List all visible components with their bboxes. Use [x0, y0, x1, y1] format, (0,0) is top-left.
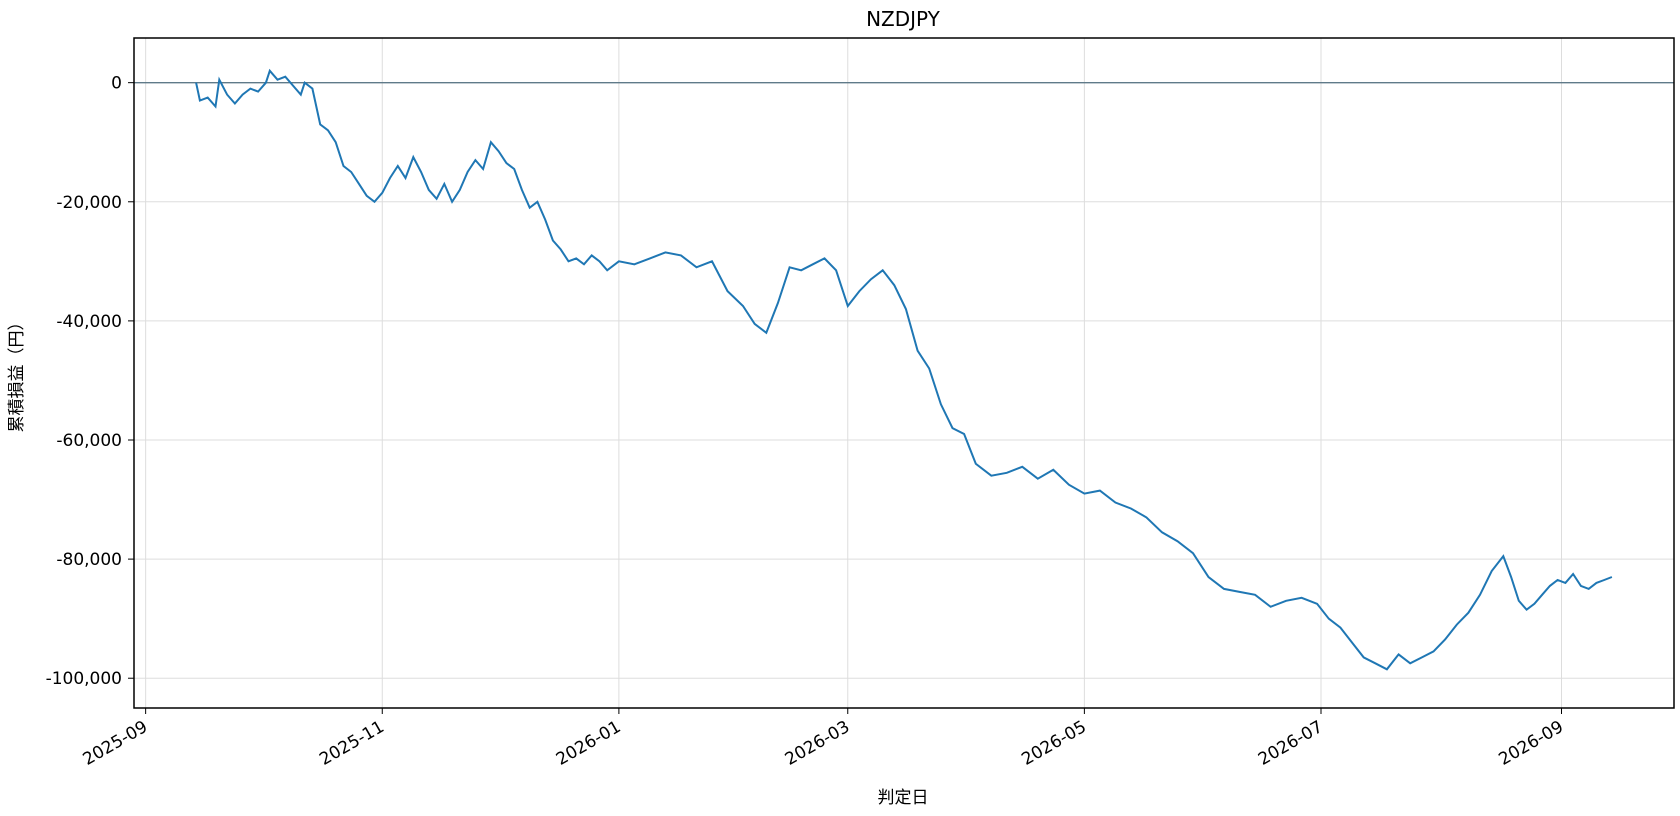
y-tick-label: -80,000 [56, 550, 122, 570]
y-tick-label: -60,000 [56, 431, 122, 451]
y-tick-label: -100,000 [46, 669, 122, 689]
y-tick-label: -20,000 [56, 193, 122, 213]
x-tick-label: 2025-11 [316, 717, 388, 770]
x-tick-label: 2026-07 [1255, 717, 1327, 770]
grid-layer [134, 38, 1674, 708]
x-tick-label: 2026-05 [1018, 717, 1090, 770]
x-tick-label: 2026-03 [782, 717, 854, 770]
chart-title: NZDJPY [866, 7, 941, 31]
y-tick-label: 0 [111, 74, 122, 94]
tick-layer: 0 -20,000 -40,000 -60,000 -80,000 -100,000 202… [46, 74, 1567, 770]
x-axis-label: 判定日 [878, 788, 929, 808]
plot-frame [133, 37, 1675, 709]
x-tick-label: 2026-09 [1495, 717, 1567, 770]
series-line [195, 68, 1613, 671]
y-tick-label: -40,000 [56, 312, 122, 332]
x-tick-label: 2026-01 [553, 717, 625, 770]
y-axis-label: 累積損益（円） [7, 314, 27, 433]
x-tick-label: 2025-09 [80, 717, 152, 770]
